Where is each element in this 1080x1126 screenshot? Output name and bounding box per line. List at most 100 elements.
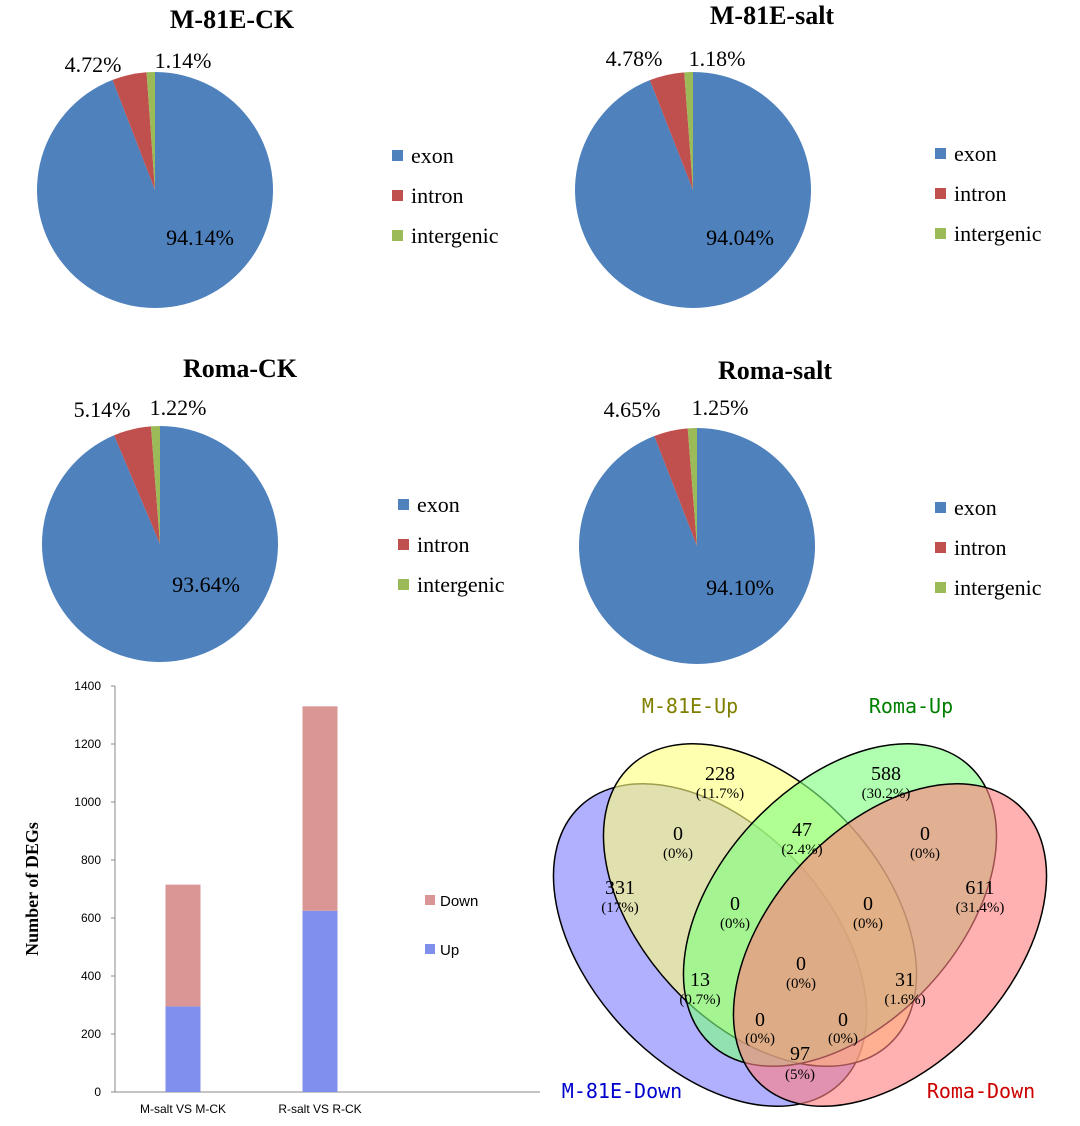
venn-region-count: 97 [790,1043,810,1065]
legend-swatch-intergenic [935,582,946,593]
pie-slice-exon [579,428,816,664]
venn-diagram: M-81E-Up Roma-Up M-81E-Down Roma-Down 22… [552,694,1048,1108]
venn-region-count: 13 [690,969,710,991]
legend-label-exon: exon [954,141,997,166]
legend-label-intron: intron [954,181,1007,206]
legend-label-intron: intron [411,183,464,208]
venn-region-percent: (2.4%) [781,842,822,858]
pie-slice-exon [42,426,279,662]
bar-segment-up [165,1006,201,1092]
venn-region-count: 0 [796,953,806,975]
y-axis-title: Number of DEGs [22,822,42,956]
venn-region-count: 0 [838,1009,848,1031]
pie-title: M-81E-CK [170,5,295,34]
legend-swatch-intergenic [398,579,409,590]
pie-slice-exon [37,72,274,308]
legend-label-exon: exon [954,495,997,520]
legend-swatch-down [425,895,435,905]
pie-legend: exon intron intergenic [935,141,1042,246]
pie-label-intron: 4.78% [606,46,663,71]
pie-slice-intron [654,428,697,546]
bar-segment-down [165,884,201,1007]
venn-region-all-four: 0 (0%) [786,953,816,992]
legend-swatch-intron [935,188,946,199]
legend-swatch-exon [935,502,946,513]
legend-swatch-exon [398,499,409,510]
venn-region-percent: (5%) [785,1067,815,1083]
venn-set-label: M-81E-Down [562,1079,682,1103]
pie-chart-m81e-salt: M-81E-salt 94.04% 4.78% 1.18% exon intro… [575,1,1042,308]
venn-region-m81e-up-only: 228 (11.7%) [696,763,744,802]
venn-set-roma-down [732,782,1048,1108]
venn-region-percent: (0%) [786,976,816,992]
venn-region-count: 0 [755,1009,765,1031]
pie-title: M-81E-salt [710,1,835,30]
pie-chart-roma-salt: Roma-salt 94.10% 4.65% 1.25% exon intron… [579,356,1042,664]
venn-region-count: 331 [605,877,635,899]
venn-region-count: 31 [895,969,915,991]
legend-label-intergenic: intergenic [417,572,505,597]
venn-set-label: Roma-Down [927,1079,1035,1103]
pie-chart-roma-ck: Roma-CK 93.64% 5.14% 1.22% exon intron i… [42,354,505,662]
pie-slice-intron [649,72,693,190]
venn-set-label: Roma-Up [869,694,953,718]
legend-label-intergenic: intergenic [954,221,1042,246]
pie-label-intergenic: 1.18% [689,46,746,71]
y-tick-label: 1400 [74,679,101,693]
pie-label-intron: 5.14% [74,397,131,422]
venn-region-count: 611 [965,877,994,899]
bar-legend: Down Up [425,893,478,959]
venn-region-m81e-up-m81e-down-roma-down: 0 (0%) [828,1009,858,1047]
venn-region-count: 228 [705,763,735,785]
venn-set-label: M-81E-Up [642,694,738,718]
pie-slice-intergenic [687,427,697,546]
legend-swatch-intron [398,539,409,550]
bar-marks [165,706,338,1092]
venn-region-m81e-up-roma-down: 31 (1.6%) [884,969,925,1008]
pie-legend: exon intron intergenic [392,143,499,248]
pie-slice-intron [112,72,155,190]
legend-swatch-up [425,944,435,954]
venn-region-percent: (0%) [663,846,693,862]
pie-label-intron: 4.65% [604,397,661,422]
y-tick-label: 200 [81,1027,101,1041]
y-tick-label: 1000 [74,795,101,809]
legend-swatch-intergenic [392,230,403,241]
y-tick-label: 800 [81,853,101,867]
venn-region-percent: (0%) [910,846,940,862]
bar-segment-down [302,706,338,911]
venn-region-roma-up-only: 588 (30.2%) [862,763,911,802]
venn-region-m81e-down-only: 331 (17%) [601,877,639,916]
legend-label-intron: intron [417,532,470,557]
y-tick-label: 1200 [74,737,101,751]
venn-region-count: 0 [920,823,930,845]
pie-legend: exon intron intergenic [398,492,505,597]
venn-region-roma-down-only: 611 (31.4%) [956,877,1005,916]
venn-region-percent: (0%) [720,916,750,932]
venn-region-m81e-up-m81e-down: 0 (0%) [663,823,693,862]
venn-region-percent: (11.7%) [696,786,744,802]
pie-slice-intergenic [684,71,693,190]
pie-label-exon: 94.14% [166,225,234,250]
legend-swatch-intron [392,190,403,201]
pie-label-exon: 93.64% [172,572,240,597]
venn-region-m81e-down-roma-down: 97 (5%) [785,1043,815,1083]
legend-label-intergenic: intergenic [954,575,1042,600]
venn-region-percent: (0.7%) [679,992,720,1008]
venn-region-percent: (30.2%) [862,786,911,802]
venn-region-roma-up-m81e-down: 13 (0.7%) [679,969,720,1008]
bar-segment-up [302,910,338,1092]
stacked-bar-chart-degs: 0 200 400 600 800 1000 1200 1400 M-salt VS M-CK… [22,679,540,1116]
venn-region-percent: (0%) [828,1031,858,1047]
pie-title: Roma-CK [183,354,298,383]
legend-label-down: Down [440,893,478,910]
pie-label-intergenic: 1.25% [692,395,749,420]
venn-region-percent: (0%) [745,1031,775,1047]
venn-region-roma-up-m81e-down-roma-down: 0 (0%) [745,1009,775,1047]
legend-label-exon: exon [417,492,460,517]
venn-region-count: 0 [863,893,873,915]
y-tick-label: 400 [81,969,101,983]
venn-region-count: 47 [792,819,812,841]
legend-label-intron: intron [954,535,1007,560]
